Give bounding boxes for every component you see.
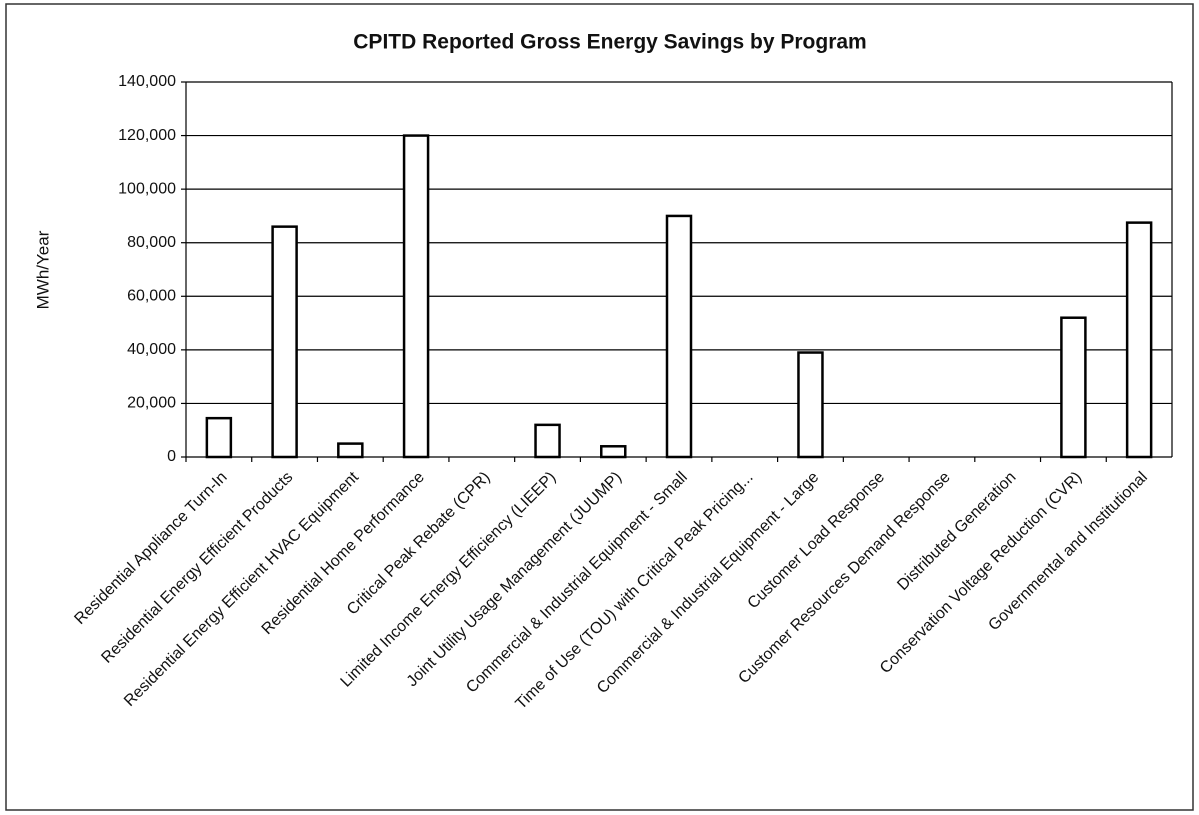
bar xyxy=(271,225,298,459)
y-tick-label: 0 xyxy=(167,448,176,465)
bar xyxy=(665,214,693,459)
bar xyxy=(534,423,561,459)
bar xyxy=(1125,221,1153,459)
bar xyxy=(337,442,364,459)
bar xyxy=(797,351,824,459)
y-tick-label: 120,000 xyxy=(118,127,176,144)
bar xyxy=(402,134,430,459)
y-tick-label: 60,000 xyxy=(127,288,176,305)
y-axis-label: MWh/Year xyxy=(33,230,52,309)
y-tick-label: 80,000 xyxy=(127,234,176,251)
y-tick-label: 20,000 xyxy=(127,395,176,412)
chart-frame xyxy=(5,3,1194,811)
bar xyxy=(600,445,627,459)
chart-title: CPITD Reported Gross Energy Savings by P… xyxy=(353,31,866,54)
bar xyxy=(1060,316,1087,459)
y-tick-label: 140,000 xyxy=(118,73,176,90)
y-tick-label: 100,000 xyxy=(118,180,176,197)
bar xyxy=(205,416,233,459)
y-tick-label: 40,000 xyxy=(127,341,176,358)
